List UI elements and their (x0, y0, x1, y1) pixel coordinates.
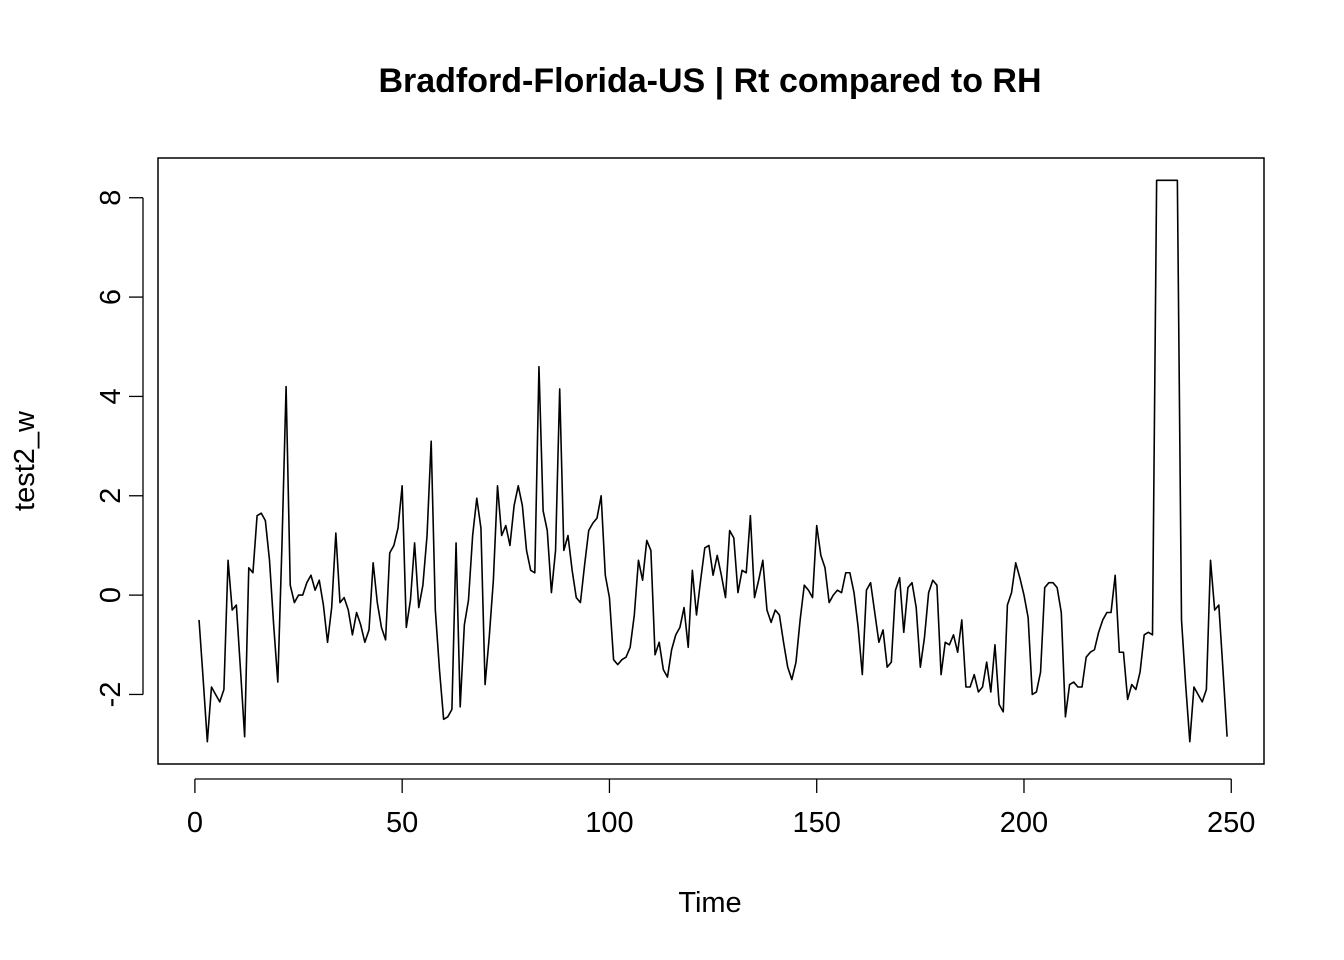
y-axis: -2 0 2 4 6 8 (95, 190, 144, 708)
x-tick-label: 200 (1000, 807, 1048, 839)
y-tick-label: 2 (95, 488, 127, 504)
y-tick-label: 4 (95, 388, 127, 404)
x-tick-label: 50 (386, 807, 418, 839)
y-tick-label: -2 (95, 682, 127, 708)
x-tick-label: 100 (585, 807, 633, 839)
x-tick-label: 150 (793, 807, 841, 839)
y-tick-label: 8 (95, 190, 127, 206)
x-tick-label: 250 (1207, 807, 1255, 839)
x-axis: 0 50 100 150 200 250 (187, 778, 1255, 839)
series-line (198, 179, 1228, 743)
y-axis-label: test2_w (9, 410, 41, 511)
y-tick-label: 6 (95, 289, 127, 305)
chart-title: Bradford-Florida-US | Rt compared to RH (378, 62, 1041, 100)
x-tick-label: 0 (187, 807, 203, 839)
plot-frame (157, 157, 1265, 765)
x-axis-label: Time (678, 887, 741, 919)
y-tick-label: 0 (95, 587, 127, 603)
